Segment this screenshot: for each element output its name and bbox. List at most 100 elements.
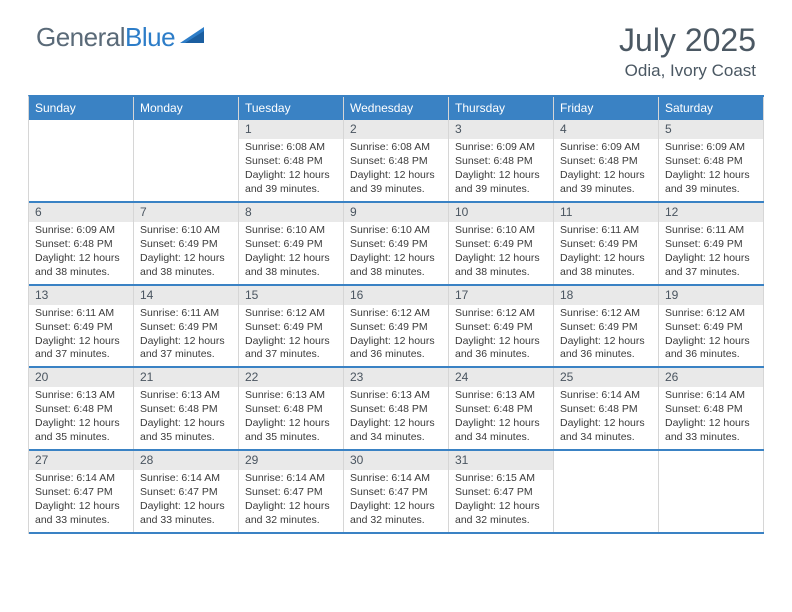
day-info-line: Sunset: 6:48 PM [455,155,547,169]
day-header: Wednesday [344,97,449,120]
day-info-line: Sunrise: 6:11 AM [665,224,757,238]
day-info-line: Daylight: 12 hours [245,252,337,266]
day-number: 22 [239,368,343,387]
day-number: 5 [659,120,763,139]
day-header: Friday [554,97,659,120]
day-info-line: and 38 minutes. [455,266,547,280]
day-info-line: Sunrise: 6:09 AM [665,141,757,155]
day-info-line: Sunrise: 6:12 AM [665,307,757,321]
day-info: Sunrise: 6:13 AMSunset: 6:48 PMDaylight:… [344,387,448,449]
day-info-line: Sunrise: 6:13 AM [455,389,547,403]
day-info-line: Sunset: 6:47 PM [350,486,442,500]
day-info-line: Sunset: 6:48 PM [350,403,442,417]
day-cell: 31Sunrise: 6:15 AMSunset: 6:47 PMDayligh… [449,451,554,532]
day-info-line: Sunset: 6:49 PM [560,238,652,252]
day-cell: 29Sunrise: 6:14 AMSunset: 6:47 PMDayligh… [239,451,344,532]
title-block: July 2025 Odia, Ivory Coast [619,22,756,81]
day-cell: 16Sunrise: 6:12 AMSunset: 6:49 PMDayligh… [344,286,449,367]
day-info-line: Sunset: 6:48 PM [665,403,757,417]
day-cell [554,451,659,532]
location: Odia, Ivory Coast [619,61,756,81]
day-info-line: and 36 minutes. [665,348,757,362]
day-info: Sunrise: 6:14 AMSunset: 6:47 PMDaylight:… [344,470,448,532]
day-info-line: Sunrise: 6:09 AM [560,141,652,155]
day-cell: 22Sunrise: 6:13 AMSunset: 6:48 PMDayligh… [239,368,344,449]
day-info-line: Daylight: 12 hours [35,500,127,514]
day-info-line: and 34 minutes. [350,431,442,445]
day-number: 17 [449,286,553,305]
day-info: Sunrise: 6:15 AMSunset: 6:47 PMDaylight:… [449,470,553,532]
day-info-line: Sunrise: 6:14 AM [665,389,757,403]
day-info-line: Sunset: 6:49 PM [665,321,757,335]
day-number: 19 [659,286,763,305]
day-number: 23 [344,368,448,387]
day-info-line: Sunrise: 6:13 AM [35,389,127,403]
day-info-line: Sunrise: 6:14 AM [140,472,232,486]
day-info-line: Daylight: 12 hours [665,417,757,431]
week-row: 1Sunrise: 6:08 AMSunset: 6:48 PMDaylight… [29,120,764,203]
day-cell: 7Sunrise: 6:10 AMSunset: 6:49 PMDaylight… [134,203,239,284]
header: GeneralBlue July 2025 Odia, Ivory Coast [0,0,792,89]
day-info-line: Sunrise: 6:10 AM [350,224,442,238]
day-info-line: and 33 minutes. [35,514,127,528]
day-info-line: and 37 minutes. [665,266,757,280]
day-number: 31 [449,451,553,470]
day-info-line: and 35 minutes. [245,431,337,445]
day-cell [134,120,239,201]
day-info-line: Sunset: 6:49 PM [35,321,127,335]
day-info-line: and 37 minutes. [35,348,127,362]
day-info-line: Daylight: 12 hours [455,335,547,349]
day-info-line: and 35 minutes. [140,431,232,445]
day-info-line: Daylight: 12 hours [560,335,652,349]
day-info-line: Sunrise: 6:11 AM [560,224,652,238]
day-info-line: Daylight: 12 hours [140,500,232,514]
logo-triangle-icon [180,25,206,50]
day-info-line: Sunset: 6:47 PM [245,486,337,500]
day-number: 14 [134,286,238,305]
week-row: 6Sunrise: 6:09 AMSunset: 6:48 PMDaylight… [29,203,764,286]
day-info: Sunrise: 6:12 AMSunset: 6:49 PMDaylight:… [554,305,658,367]
day-info-line: Sunset: 6:47 PM [140,486,232,500]
day-header-row: SundayMondayTuesdayWednesdayThursdayFrid… [29,97,764,120]
day-info-line: Daylight: 12 hours [245,169,337,183]
day-header: Sunday [29,97,134,120]
day-number: 26 [659,368,763,387]
day-info: Sunrise: 6:10 AMSunset: 6:49 PMDaylight:… [239,222,343,284]
day-info: Sunrise: 6:09 AMSunset: 6:48 PMDaylight:… [29,222,133,284]
day-info: Sunrise: 6:12 AMSunset: 6:49 PMDaylight:… [239,305,343,367]
day-info-line: Daylight: 12 hours [35,335,127,349]
day-info-line: and 39 minutes. [665,183,757,197]
day-number: 8 [239,203,343,222]
day-info-line: and 38 minutes. [140,266,232,280]
day-info-line: Sunrise: 6:09 AM [35,224,127,238]
logo-word1: General [36,22,125,52]
day-info-line: and 38 minutes. [560,266,652,280]
day-cell: 23Sunrise: 6:13 AMSunset: 6:48 PMDayligh… [344,368,449,449]
day-number: 29 [239,451,343,470]
day-info-line: and 38 minutes. [350,266,442,280]
day-info-line: and 37 minutes. [140,348,232,362]
day-info: Sunrise: 6:10 AMSunset: 6:49 PMDaylight:… [134,222,238,284]
day-cell [659,451,764,532]
day-info-line: Daylight: 12 hours [140,417,232,431]
day-info-line: Daylight: 12 hours [350,417,442,431]
day-info: Sunrise: 6:11 AMSunset: 6:49 PMDaylight:… [554,222,658,284]
day-info-line: Sunset: 6:48 PM [35,403,127,417]
day-info-line: Sunset: 6:48 PM [455,403,547,417]
day-info-line: Sunrise: 6:14 AM [350,472,442,486]
day-info-line: and 39 minutes. [350,183,442,197]
day-info-line: and 38 minutes. [35,266,127,280]
day-info-line: Sunrise: 6:14 AM [560,389,652,403]
day-info-line: Sunset: 6:48 PM [665,155,757,169]
day-info-line: Sunset: 6:48 PM [245,155,337,169]
day-number: 20 [29,368,133,387]
day-info: Sunrise: 6:10 AMSunset: 6:49 PMDaylight:… [449,222,553,284]
day-cell: 27Sunrise: 6:14 AMSunset: 6:47 PMDayligh… [29,451,134,532]
day-info-line: Sunset: 6:49 PM [560,321,652,335]
day-cell: 11Sunrise: 6:11 AMSunset: 6:49 PMDayligh… [554,203,659,284]
day-number: 30 [344,451,448,470]
day-info-line: Daylight: 12 hours [245,500,337,514]
day-info-line: Sunrise: 6:12 AM [455,307,547,321]
day-info-line: and 32 minutes. [455,514,547,528]
day-info-line: Sunset: 6:48 PM [245,403,337,417]
